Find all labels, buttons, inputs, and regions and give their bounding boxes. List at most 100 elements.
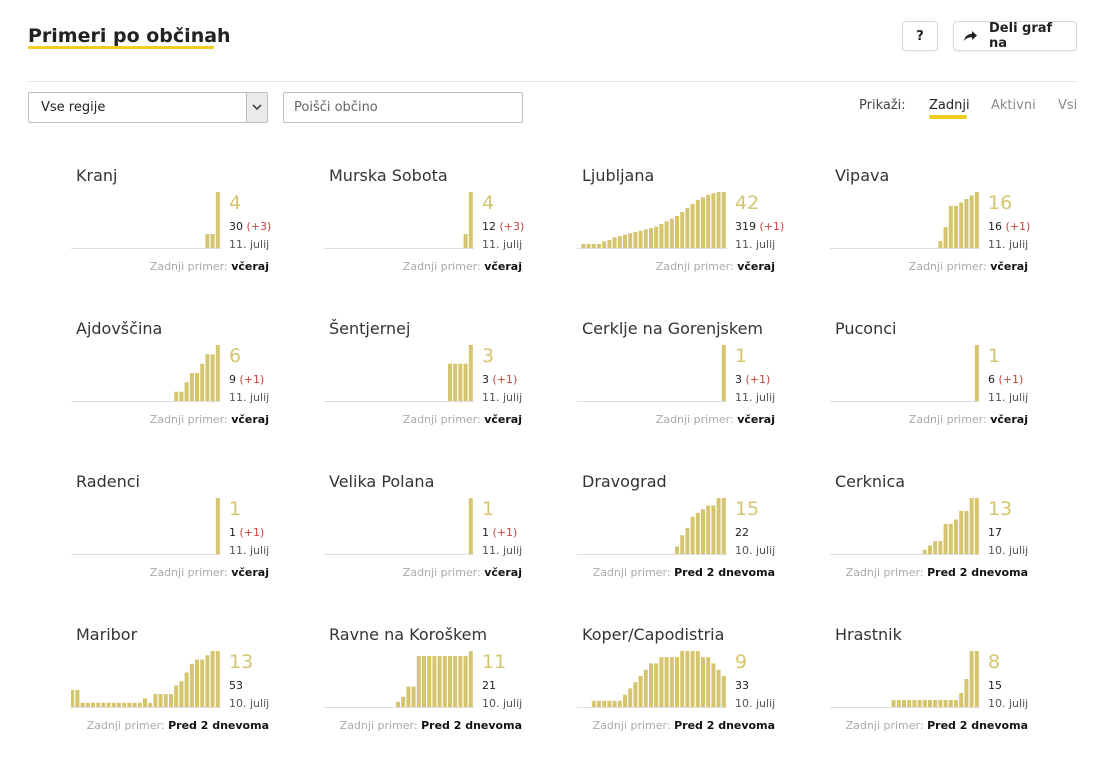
chart-bar xyxy=(468,651,473,707)
total-cases: 3 (+1) xyxy=(482,373,517,386)
chart-bar xyxy=(200,363,205,401)
help-button[interactable]: ? xyxy=(902,21,938,51)
chart-bar xyxy=(685,651,690,707)
delta-value: (+1) xyxy=(492,526,518,539)
municipality-bar-chart xyxy=(324,345,474,402)
chart-bar xyxy=(143,698,147,707)
last-date: 10. julij xyxy=(735,697,776,710)
chart-bar xyxy=(974,498,979,554)
municipality-bar-chart xyxy=(71,651,221,708)
last-case-value: včeraj xyxy=(231,566,269,579)
municipality-name: Koper/Capodistria xyxy=(582,625,725,644)
chart-bar xyxy=(442,656,447,707)
municipality-bar-chart xyxy=(324,192,474,249)
chart-bar xyxy=(623,234,627,248)
last-date: 10. julij xyxy=(988,544,1029,557)
last-date: 11. julij xyxy=(229,238,270,251)
chart-bar xyxy=(654,663,659,707)
chart-bar xyxy=(716,192,721,248)
chart-bar xyxy=(664,221,669,248)
chart-bar xyxy=(195,659,199,707)
last-case-label: Zadnji primer: xyxy=(592,566,671,579)
delta-value: (+1) xyxy=(492,373,518,386)
municipality-card: Puconci 1 6 (+1) 11. julij Zadnji primer: vč… xyxy=(830,319,1040,449)
last-case-label: Zadnji primer: xyxy=(149,260,228,273)
chart-bar xyxy=(215,498,220,554)
last-date: 10. julij xyxy=(229,697,270,710)
active-cases-count: 11 xyxy=(482,651,507,673)
share-arrow-icon xyxy=(964,30,977,42)
chart-bar xyxy=(448,656,452,707)
chart-bar xyxy=(463,363,468,401)
last-case-label: Zadnji primer: xyxy=(655,260,734,273)
last-case-label: Zadnji primer: xyxy=(845,566,924,579)
municipality-name: Murska Sobota xyxy=(329,166,448,185)
chart-bar xyxy=(80,702,85,707)
filter-option-aktivni[interactable]: Aktivni xyxy=(991,98,1036,113)
chart-bar xyxy=(153,694,158,707)
municipality-card: Cerklje na Gorenjskem 1 3 (+1) 11. julij Zad… xyxy=(577,319,787,449)
total-cases: 1 (+1) xyxy=(482,526,517,539)
chart-bar xyxy=(205,234,210,248)
delta-value: (+1) xyxy=(239,526,265,539)
total-cases-value: 9 xyxy=(229,373,236,386)
chart-bar xyxy=(964,510,969,554)
municipality-card: Velika Polana 1 1 (+1) 11. julij Zadnji prim… xyxy=(324,472,534,602)
chart-bar xyxy=(179,391,184,401)
share-button[interactable]: Deli graf na xyxy=(953,21,1077,51)
total-cases: 319 (+1) xyxy=(735,220,784,233)
chart-bar xyxy=(917,700,922,707)
last-date: 10. julij xyxy=(988,697,1029,710)
chart-bar xyxy=(964,199,969,248)
chart-bar xyxy=(711,505,716,554)
chart-bar xyxy=(938,241,943,248)
region-select[interactable]: Vse regije xyxy=(28,92,268,123)
last-case-footer: Zadnji primer: Pred 2 dnevoma xyxy=(593,719,775,732)
chart-bar xyxy=(416,656,421,707)
municipality-bar-chart xyxy=(577,345,727,402)
chart-bar xyxy=(411,686,416,707)
active-cases-count: 1 xyxy=(482,498,495,520)
chart-bar xyxy=(721,192,726,248)
chevron-down-icon xyxy=(246,93,267,122)
municipality-search-input[interactable] xyxy=(283,92,523,123)
municipality-bar-chart xyxy=(324,651,474,708)
chart-bar xyxy=(706,194,711,248)
chart-bar xyxy=(701,197,705,248)
chart-bar xyxy=(638,675,643,707)
municipality-bar-chart xyxy=(830,651,980,708)
last-case-value: včeraj xyxy=(484,260,522,273)
chart-bar xyxy=(907,700,912,707)
municipality-bar-chart xyxy=(324,498,474,555)
chart-bar xyxy=(617,700,622,707)
chart-bar xyxy=(922,700,927,707)
delta-value: (+1) xyxy=(998,373,1024,386)
active-filter-underline xyxy=(929,115,967,119)
chart-bar xyxy=(675,657,679,707)
last-date: 11. julij xyxy=(735,391,776,404)
chart-bar xyxy=(174,391,179,401)
chart-bar xyxy=(721,675,726,707)
last-case-label: Zadnji primer: xyxy=(845,719,924,732)
last-date: 10. julij xyxy=(735,544,776,557)
chart-bar xyxy=(612,700,617,707)
chart-bar xyxy=(453,363,458,401)
chart-bar xyxy=(189,663,194,707)
filter-option-zadnji[interactable]: Zadnji xyxy=(929,98,970,113)
chart-bar xyxy=(896,700,901,707)
chart-bar xyxy=(612,237,617,248)
filter-option-vsi[interactable]: Vsi xyxy=(1058,98,1078,113)
chart-bar xyxy=(101,702,106,707)
chart-bar xyxy=(938,541,943,554)
chart-bar xyxy=(938,700,943,707)
last-case-label: Zadnji primer: xyxy=(149,566,228,579)
last-case-label: Zadnji primer: xyxy=(655,413,734,426)
active-cases-count: 9 xyxy=(735,651,748,673)
chart-bar xyxy=(649,228,653,248)
municipality-name: Šentjernej xyxy=(329,319,411,338)
active-cases-count: 3 xyxy=(482,345,495,367)
page-title: Primeri po občinah xyxy=(28,25,231,47)
municipality-name: Ljubljana xyxy=(582,166,655,185)
last-case-footer: Zadnji primer: včeraj xyxy=(150,260,269,273)
chart-bar xyxy=(659,657,664,707)
